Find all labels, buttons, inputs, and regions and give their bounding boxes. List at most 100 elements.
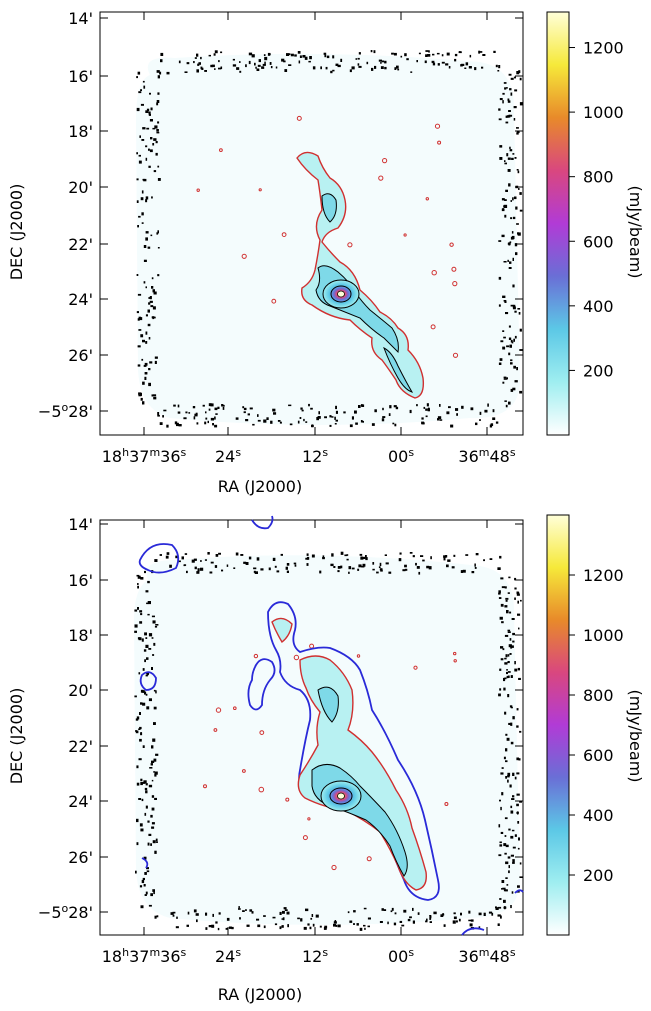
noise-speck: [218, 60, 220, 63]
noise-speck: [144, 376, 147, 380]
noise-speck: [510, 77, 514, 80]
noise-speck: [243, 407, 247, 411]
noise-speck: [286, 570, 289, 573]
noise-speck: [514, 668, 518, 672]
noise-speck: [205, 417, 208, 420]
noise-speck: [504, 711, 507, 715]
noise-speck: [517, 232, 521, 236]
noise-speck: [512, 846, 516, 849]
noise-speck: [517, 885, 520, 888]
noise-speck: [505, 121, 509, 124]
noise-speck: [146, 127, 150, 130]
noise-speck: [145, 157, 148, 161]
colorbar: 200 400 600 800 1000 1200 (mJy/beam): [546, 11, 645, 436]
noise-speck: [213, 53, 216, 56]
noise-speck: [410, 71, 413, 73]
noise-speck: [510, 722, 513, 726]
noise-speck: [215, 413, 218, 415]
noise-speck: [474, 563, 476, 567]
noise-speck: [281, 925, 284, 928]
noise-speck: [149, 149, 153, 153]
noise-speck: [147, 323, 151, 327]
noise-speck: [514, 587, 517, 590]
noise-speck: [145, 693, 148, 696]
noise-speck: [474, 67, 477, 71]
noise-speck: [154, 360, 157, 364]
filament: [271, 617, 427, 891]
noise-speck: [277, 420, 281, 422]
noise-speck: [514, 776, 517, 780]
noise-speck: [193, 558, 197, 561]
noise-speck: [514, 157, 517, 159]
noise-speck: [503, 889, 507, 892]
noise-speck: [145, 341, 148, 344]
noise-speck: [151, 196, 153, 199]
noise-speck: [145, 783, 148, 786]
noise-speck: [394, 912, 397, 915]
noise-speck: [384, 60, 387, 64]
noise-speck: [501, 234, 505, 238]
noise-speck: [140, 197, 144, 201]
noise-speck: [441, 54, 444, 57]
noise-speck: [263, 925, 266, 929]
noise-speck: [140, 905, 144, 909]
noise-speck: [138, 154, 141, 157]
noise-speck: [504, 160, 506, 162]
noise-speck: [361, 404, 365, 407]
y-tick-label: 14': [68, 515, 93, 534]
noise-speck: [166, 552, 170, 555]
noise-speck: [513, 76, 516, 79]
noise-speck: [502, 648, 505, 651]
noise-speck: [406, 58, 409, 61]
noise-speck: [208, 408, 211, 411]
noise-speck: [510, 835, 514, 839]
noise-speck: [145, 237, 148, 241]
noise-speck: [173, 404, 176, 407]
noise-speck: [312, 923, 315, 927]
noise-speck: [507, 856, 511, 859]
noise-speck: [318, 411, 320, 415]
noise-speck: [156, 131, 160, 134]
noise-speck: [176, 422, 179, 427]
noise-speck: [144, 632, 147, 636]
noise-speck: [452, 920, 456, 924]
noise-speck: [389, 405, 392, 409]
noise-speck: [424, 60, 427, 64]
noise-contour: [413, 665, 418, 670]
noise-contour: [242, 769, 246, 773]
colorbar-tick-label: 200: [583, 866, 614, 885]
noise-contour: [452, 281, 458, 287]
noise-speck: [274, 565, 277, 568]
noise-speck: [303, 418, 305, 422]
noise-speck: [137, 583, 139, 585]
noise-contour: [258, 188, 262, 192]
noise-speck: [516, 708, 519, 711]
noise-speck: [157, 230, 159, 234]
y-tick-label: −5o28': [38, 902, 93, 923]
noise-speck: [510, 905, 512, 909]
noise-speck: [412, 907, 414, 911]
noise-speck: [509, 784, 512, 788]
noise-speck: [499, 898, 502, 900]
noise-speck: [141, 212, 144, 216]
noise-speck: [500, 577, 504, 580]
noise-speck: [508, 644, 512, 648]
noise-speck: [145, 805, 148, 809]
noise-speck: [353, 923, 355, 925]
noise-speck: [484, 409, 488, 413]
x-tick-label: 24s: [215, 946, 241, 967]
noise-speck: [516, 169, 519, 171]
coverage-region: [136, 53, 520, 425]
noise-speck: [380, 62, 382, 64]
noise-speck: [514, 380, 518, 383]
noise-speck: [506, 884, 509, 886]
noise-speck: [166, 71, 170, 75]
noise-speck: [255, 66, 257, 69]
y-tick-label: 16': [68, 67, 93, 86]
noise-speck: [186, 924, 189, 927]
noise-speck: [470, 407, 474, 411]
noise-speck: [307, 923, 310, 926]
noise-speck: [135, 870, 137, 874]
noise-speck: [512, 304, 516, 308]
noise-speck: [154, 771, 158, 775]
